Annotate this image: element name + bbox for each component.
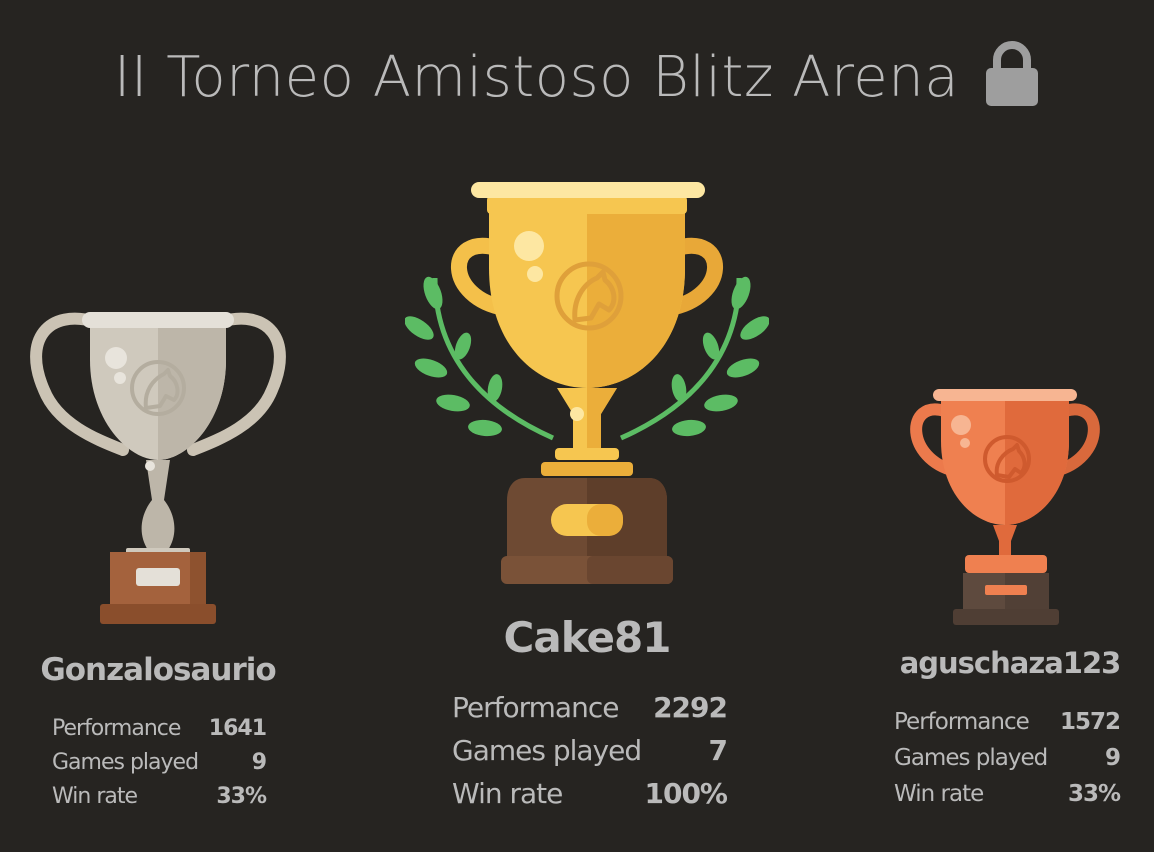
stat-label: Performance <box>452 691 619 724</box>
stat-value: 9 <box>251 749 267 775</box>
stat-label: Games played <box>894 745 1048 771</box>
stat-label: Games played <box>52 749 199 775</box>
stat-row-games: Games played 9 <box>894 740 1121 776</box>
player-stats: Performance 1572 Games played 9 Win rate… <box>894 704 1121 812</box>
tournament-header: II Torneo Amistoso Blitz Arena <box>0 38 1154 118</box>
stat-row-games: Games played 9 <box>52 745 267 779</box>
stat-row-performance: Performance 1641 <box>52 711 267 745</box>
stat-row-winrate: Win rate 100% <box>452 772 728 815</box>
lock-icon <box>984 40 1040 110</box>
gold-trophy-icon <box>404 178 770 594</box>
bronze-trophy-icon <box>905 385 1105 635</box>
stat-label: Win rate <box>452 777 563 810</box>
player-name[interactable]: aguschaza123 <box>899 646 1122 680</box>
stat-row-winrate: Win rate 33% <box>894 776 1121 812</box>
stat-label: Games played <box>452 734 642 767</box>
stat-value: 7 <box>708 734 728 767</box>
stat-value: 9 <box>1104 745 1121 771</box>
player-stats: Performance 1641 Games played 9 Win rate… <box>52 711 267 813</box>
stat-row-games: Games played 7 <box>452 729 728 772</box>
stat-value: 1572 <box>1059 709 1121 735</box>
player-name[interactable]: Cake81 <box>503 613 672 662</box>
stat-row-performance: Performance 2292 <box>452 686 728 729</box>
silver-trophy-icon <box>28 300 288 634</box>
stat-value: 33% <box>1067 781 1121 807</box>
stat-label: Performance <box>52 715 181 741</box>
stat-row-winrate: Win rate 33% <box>52 779 267 813</box>
stat-value: 2292 <box>653 691 728 724</box>
player-stats: Performance 2292 Games played 7 Win rate… <box>452 686 728 815</box>
stat-value: 33% <box>216 783 267 809</box>
stat-value: 100% <box>644 777 728 810</box>
stat-row-performance: Performance 1572 <box>894 704 1121 740</box>
player-name[interactable]: Gonzalosaurio <box>40 652 276 688</box>
stat-label: Win rate <box>52 783 138 809</box>
stat-label: Performance <box>894 709 1030 735</box>
stat-label: Win rate <box>894 781 984 807</box>
stat-value: 1641 <box>208 715 267 741</box>
tournament-title: II Torneo Amistoso Blitz Arena <box>113 45 960 110</box>
